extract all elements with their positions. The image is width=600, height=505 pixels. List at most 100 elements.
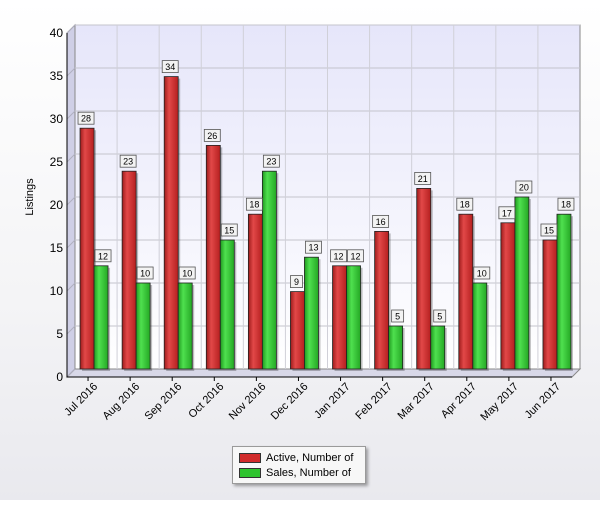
chart-legend: Active, Number of Sales, Number of (232, 446, 366, 484)
data-label: 12 (98, 251, 108, 261)
legend-swatch-sales (239, 467, 261, 478)
y-tick-label: 30 (50, 112, 64, 126)
data-label-box (372, 214, 390, 228)
data-label: 15 (544, 226, 554, 236)
bar-active (332, 265, 347, 370)
y-tick-label: 10 (50, 284, 64, 298)
x-tick-label: Dec 2016 (269, 381, 311, 423)
data-label-box (220, 223, 238, 237)
gridline-wall (66, 325, 76, 335)
data-label: 10 (140, 269, 150, 279)
data-label-box (290, 275, 303, 289)
bar-sales (556, 213, 572, 370)
data-label: 18 (460, 200, 470, 210)
legend-item-active: Active, Number of (239, 450, 359, 465)
bar-active (416, 187, 432, 370)
data-label: 15 (224, 226, 234, 236)
data-label: 34 (165, 62, 175, 72)
data-label-box (473, 266, 491, 280)
bar-sales (304, 256, 319, 370)
x-tick-label: Feb 2017 (353, 381, 394, 422)
data-label: 9 (294, 277, 299, 287)
data-label: 23 (123, 157, 133, 167)
gridline-wall (66, 153, 76, 163)
data-label: 12 (351, 251, 361, 261)
y-tick-label: 0 (56, 370, 63, 384)
bar-sales (177, 282, 193, 370)
bar-sales (430, 325, 446, 370)
bar-active (205, 144, 221, 370)
data-label-box (414, 171, 432, 185)
data-label-box (330, 249, 347, 263)
data-label-box (391, 309, 405, 323)
data-label-box (515, 180, 533, 194)
x-tick-label: Aug 2016 (100, 381, 142, 423)
data-label: 23 (266, 157, 276, 167)
x-tick-label: Mar 2017 (395, 381, 436, 422)
bar-active (374, 230, 390, 370)
bar-sales (135, 282, 151, 370)
x-tick-label: Jun 2017 (523, 381, 563, 421)
data-label-box (347, 249, 364, 263)
y-tick-label: 25 (50, 155, 64, 169)
bar-sales (93, 265, 109, 370)
data-label-box (203, 128, 221, 142)
gridline-wall (66, 368, 76, 378)
gridline-wall (66, 67, 76, 77)
data-label: 5 (395, 312, 400, 322)
bar-sales (472, 282, 488, 370)
x-tick-label: Sep 2016 (143, 381, 185, 423)
data-label: 13 (308, 243, 318, 253)
y-tick-label: 15 (50, 241, 64, 255)
y-tick-label: 5 (56, 327, 63, 341)
bar-sales (388, 325, 404, 370)
x-tick-label: Oct 2016 (186, 381, 226, 421)
data-label-box (557, 197, 575, 211)
gridline-wall (66, 282, 76, 292)
legend-item-sales: Sales, Number of (239, 465, 359, 480)
bar-active (247, 213, 263, 370)
data-label: 16 (376, 217, 386, 227)
bar-active (542, 239, 558, 370)
data-label: 20 (519, 183, 529, 193)
data-label: 28 (81, 114, 91, 124)
gridline-wall (66, 239, 76, 249)
bar-sales (261, 170, 277, 370)
bar-active (79, 127, 95, 370)
data-label-box (305, 240, 322, 254)
bar-active (163, 76, 179, 370)
x-tick-label: Nov 2016 (227, 381, 269, 423)
x-tick-label: Jul 2016 (62, 381, 100, 419)
data-label: 21 (418, 174, 428, 184)
bar-sales (514, 196, 530, 370)
data-label-box (161, 60, 179, 73)
bar-sales (346, 265, 361, 370)
bar-active (290, 291, 305, 370)
data-label-box (433, 309, 447, 323)
bar-active (500, 222, 516, 370)
gridline-wall (66, 110, 76, 120)
data-label-box (119, 154, 137, 168)
data-label: 12 (334, 251, 344, 261)
x-tick-label: May 2017 (478, 381, 521, 424)
y-tick-label: 20 (50, 198, 64, 212)
data-label-box (77, 111, 95, 125)
data-label: 10 (182, 269, 192, 279)
data-label: 18 (561, 200, 571, 210)
data-label-box (498, 206, 516, 220)
y-axis-title: Listings (24, 178, 36, 216)
data-label-box (94, 249, 112, 263)
data-label: 17 (502, 208, 512, 218)
x-tick-label: Apr 2017 (439, 381, 479, 421)
x-tick-label: Jan 2017 (312, 381, 352, 421)
data-label-box (178, 266, 196, 280)
gridline-wall (66, 24, 76, 34)
legend-label-active: Active, Number of (266, 451, 354, 464)
bar-sales (219, 239, 235, 370)
y-tick-label: 40 (50, 26, 64, 40)
data-label: 10 (477, 269, 487, 279)
legend-label-sales: Sales, Number of (266, 466, 351, 479)
data-label-box (262, 154, 280, 168)
